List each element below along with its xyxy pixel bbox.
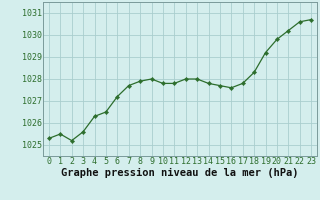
X-axis label: Graphe pression niveau de la mer (hPa): Graphe pression niveau de la mer (hPa) <box>61 168 299 178</box>
